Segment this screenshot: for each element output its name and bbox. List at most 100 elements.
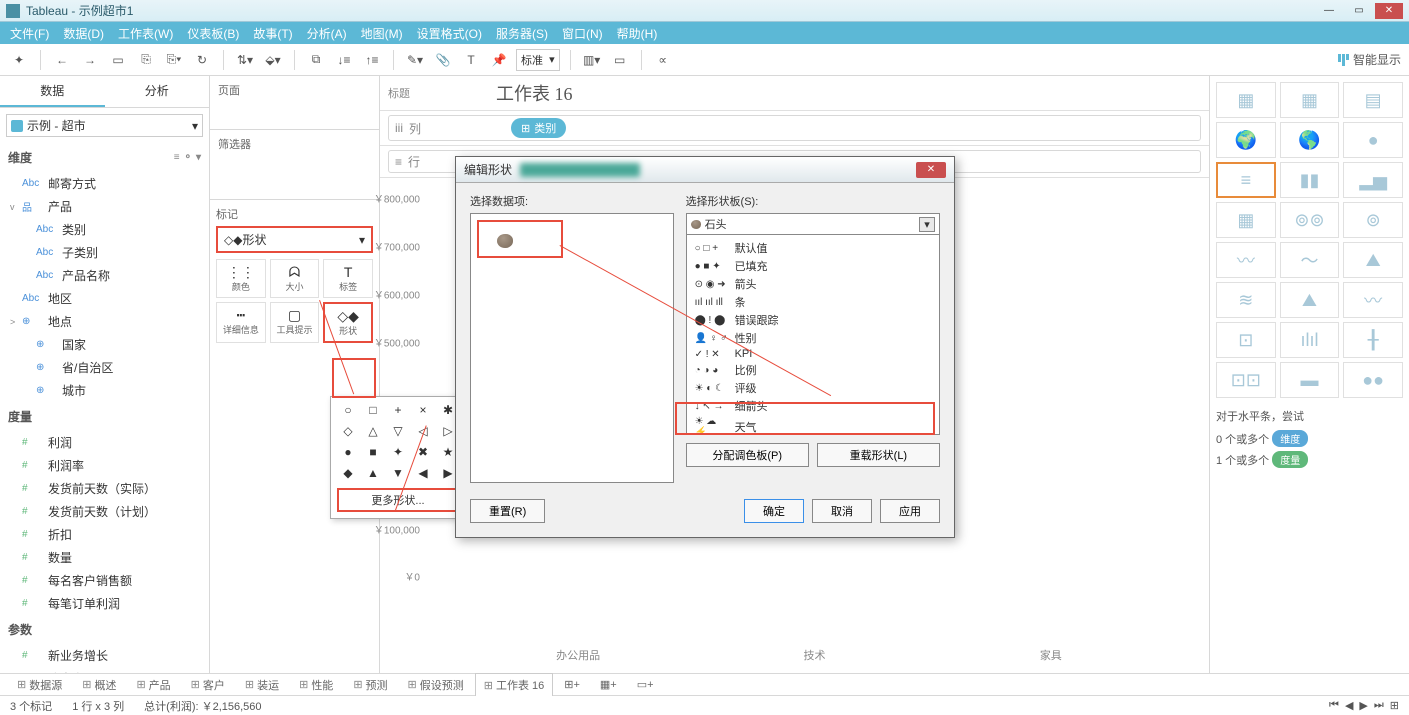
shape-option[interactable]: ×: [412, 403, 434, 421]
menu-analysis[interactable]: 分析(A): [307, 25, 347, 42]
show-me-button[interactable]: 智能显示: [1338, 51, 1401, 68]
mark-cell-大小[interactable]: ᗣ大小: [270, 259, 320, 298]
mark-cell-工具提示[interactable]: ▢工具提示: [270, 302, 320, 343]
dimension-field[interactable]: Abc产品名称: [4, 264, 205, 287]
palette-list[interactable]: ○ □ +默认值● ■ ✦已填充⊙ ◉ ➜箭头ııl ııl ıll条⬤ ! ⬤…: [686, 235, 940, 435]
nav-show-icon[interactable]: ⊞: [1390, 699, 1399, 712]
reset-shape-button[interactable]: 重载形状(L): [817, 443, 940, 467]
palette-item[interactable]: ⊙ ◉ ➜箭头: [691, 275, 935, 293]
showme-viz-13[interactable]: 〜: [1280, 242, 1340, 278]
pill-category[interactable]: ⊞类别: [511, 118, 566, 138]
measure-field[interactable]: #发货前天数（计划）: [4, 500, 205, 523]
apply-button[interactable]: 应用: [880, 499, 940, 523]
showme-viz-17[interactable]: 〰: [1343, 282, 1403, 318]
sheet-title[interactable]: 工作表 16: [496, 80, 573, 106]
sheet-tab[interactable]: ⊞工作表 16: [475, 673, 554, 696]
more-shapes-button[interactable]: 更多形状...: [337, 488, 459, 512]
dimension-field[interactable]: ⊕省/自治区: [4, 356, 205, 379]
forward-icon[interactable]: →: [79, 49, 101, 71]
window-close-button[interactable]: ✕: [1375, 3, 1403, 19]
menu-format[interactable]: 设置格式(O): [417, 25, 482, 42]
menu-data[interactable]: 数据(D): [63, 25, 104, 42]
showme-viz-20[interactable]: ╂: [1343, 322, 1403, 358]
sheet-tab[interactable]: ⊞客户: [182, 673, 234, 697]
measure-field[interactable]: #利润率: [4, 454, 205, 477]
sheet-tab[interactable]: ⊞预测: [344, 673, 396, 697]
mark-cell-详细信息[interactable]: ┅详细信息: [216, 302, 266, 343]
palette-dropdown[interactable]: 石头 ▾: [686, 213, 940, 235]
showme-viz-3[interactable]: 🌍: [1216, 122, 1276, 158]
showme-viz-11[interactable]: ⊚: [1343, 202, 1403, 238]
reset-button[interactable]: 重置(R): [470, 499, 545, 523]
save-icon[interactable]: ▭: [107, 49, 129, 71]
mark-cell-颜色[interactable]: ⋮⋮颜色: [216, 259, 266, 298]
menu-window[interactable]: 窗口(N): [562, 25, 603, 42]
menu-server[interactable]: 服务器(S): [496, 25, 548, 42]
showme-viz-15[interactable]: ≋: [1216, 282, 1276, 318]
show-cards-icon[interactable]: ▥▾: [581, 49, 603, 71]
sort-desc-icon[interactable]: ↑≡: [361, 49, 383, 71]
highlight-icon[interactable]: ✎▾: [404, 49, 426, 71]
filters-shelf[interactable]: 筛选器: [210, 130, 379, 200]
menu-story[interactable]: 故事(T): [253, 25, 292, 42]
showme-viz-18[interactable]: ⊡: [1216, 322, 1276, 358]
shape-option[interactable]: □: [362, 403, 384, 421]
sheet-tab[interactable]: ⊞装运: [236, 673, 288, 697]
tableau-logo-icon[interactable]: ✦: [8, 49, 30, 71]
palette-item[interactable]: ● ■ ✦已填充: [691, 257, 935, 275]
assign-palette-button[interactable]: 分配调色板(P): [686, 443, 809, 467]
showme-viz-9[interactable]: ▦: [1216, 202, 1276, 238]
new-dashboard-tab[interactable]: ▦+: [591, 674, 626, 695]
shape-option[interactable]: +: [387, 403, 409, 421]
showme-viz-14[interactable]: ⛰: [1343, 242, 1403, 278]
dimension-field[interactable]: Abc地区: [4, 287, 205, 310]
showme-viz-8[interactable]: ▂▅: [1343, 162, 1403, 198]
dimension-field[interactable]: ⊕国家: [4, 333, 205, 356]
shape-option[interactable]: ◀: [412, 466, 434, 484]
ok-button[interactable]: 确定: [744, 499, 804, 523]
refresh-icon[interactable]: ↻: [191, 49, 213, 71]
menu-help[interactable]: 帮助(H): [617, 25, 658, 42]
group-icon[interactable]: ⧉: [305, 49, 327, 71]
palette-item[interactable]: ↓ ↖ →细箭头: [691, 397, 935, 415]
showme-viz-1[interactable]: ▦: [1280, 82, 1340, 118]
showme-viz-16[interactable]: ⛰: [1280, 282, 1340, 318]
new-sheet-tab[interactable]: ⊞+: [555, 674, 589, 695]
shape-option[interactable]: ●: [337, 445, 359, 463]
shape-option[interactable]: ✦: [387, 445, 409, 463]
menu-dashboard[interactable]: 仪表板(B): [187, 25, 239, 42]
pin-icon[interactable]: 📌: [488, 49, 510, 71]
palette-item[interactable]: 👤 ♀ ♂性别: [691, 329, 935, 347]
dimension-field[interactable]: Abc类别: [4, 218, 205, 241]
shape-option[interactable]: ◇: [337, 424, 359, 442]
data-tab[interactable]: 数据: [0, 76, 105, 107]
palette-item[interactable]: ☀ ☁ ⚡天气: [691, 415, 935, 435]
shape-option[interactable]: ■: [362, 445, 384, 463]
showme-viz-5[interactable]: ●: [1343, 122, 1403, 158]
fit-dropdown[interactable]: 标准 ▾: [516, 49, 560, 71]
showme-viz-7[interactable]: ▮▮: [1280, 162, 1340, 198]
datasource-tab[interactable]: ⊞数据源: [8, 673, 71, 697]
palette-item[interactable]: ✓ ! ✕KPI: [691, 347, 935, 361]
sheet-tab[interactable]: ⊞概述: [73, 673, 125, 697]
showme-viz-10[interactable]: ⊚⊚: [1280, 202, 1340, 238]
analysis-tab[interactable]: 分析: [105, 76, 210, 107]
showme-viz-21[interactable]: ⊡⊡: [1216, 362, 1276, 398]
shape-option[interactable]: ◁: [412, 424, 434, 442]
shape-option[interactable]: ▼: [387, 466, 409, 484]
label-icon[interactable]: T: [460, 49, 482, 71]
sort-asc-icon[interactable]: ⬙▾: [262, 49, 284, 71]
sort-icon[interactable]: ↓≡: [333, 49, 355, 71]
measure-field[interactable]: #折扣: [4, 523, 205, 546]
menu-worksheet[interactable]: 工作表(W): [118, 25, 173, 42]
palette-item[interactable]: ııl ııl ıll条: [691, 293, 935, 311]
showme-viz-23[interactable]: ●●: [1343, 362, 1403, 398]
shape-option[interactable]: ✖: [412, 445, 434, 463]
mark-type-dropdown[interactable]: ◇◆ 形状▾: [216, 226, 373, 253]
sheet-tab[interactable]: ⊞产品: [127, 673, 179, 697]
dialog-close-button[interactable]: ✕: [916, 162, 946, 178]
measure-field[interactable]: #利润: [4, 431, 205, 454]
measure-field[interactable]: #每名客户销售额: [4, 569, 205, 592]
dimension-field[interactable]: v品产品: [4, 195, 205, 218]
data-item-list[interactable]: [470, 213, 674, 483]
